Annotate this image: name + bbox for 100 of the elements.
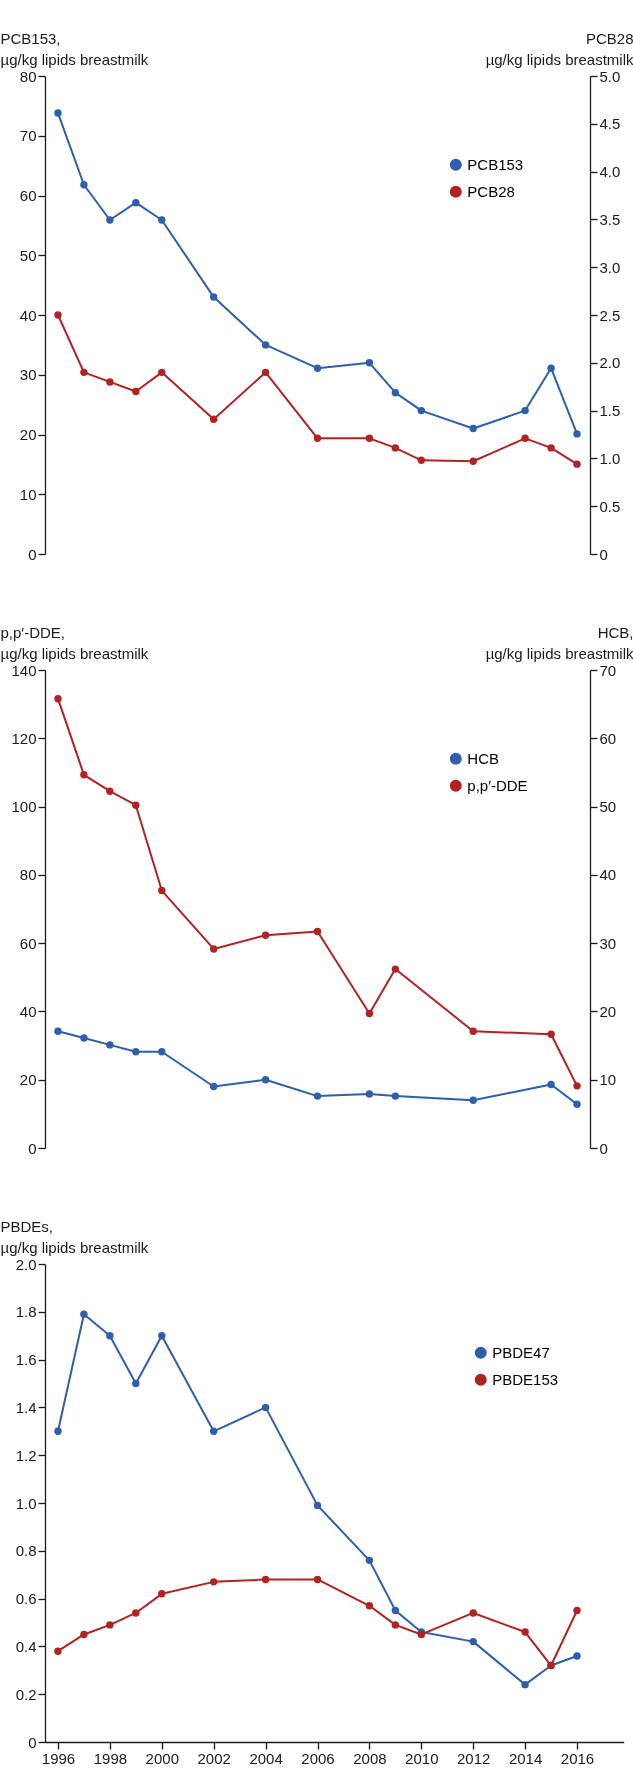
point xyxy=(391,965,400,973)
point xyxy=(209,945,218,953)
point xyxy=(158,216,166,224)
y-tick-label: 20 xyxy=(19,1071,37,1089)
point xyxy=(365,1556,374,1565)
point xyxy=(106,1621,114,1629)
point xyxy=(521,1680,529,1689)
x-tick-label: 2010 xyxy=(405,1749,439,1767)
y2-tick-label: 3.5 xyxy=(599,210,621,228)
y-tick-label: 0 xyxy=(28,1733,37,1751)
point xyxy=(209,1082,218,1091)
point xyxy=(365,1009,374,1018)
y-tick-label: 20 xyxy=(19,426,37,443)
y2-tick-label: 2.5 xyxy=(599,306,621,324)
y-tick-label: 0.6 xyxy=(15,1590,37,1608)
point xyxy=(106,787,114,795)
point xyxy=(391,1621,400,1629)
y2-tick-label: 0 xyxy=(599,545,608,563)
y-tick-label: 70 xyxy=(19,127,37,145)
y2-tick-label: 50 xyxy=(599,798,617,816)
point xyxy=(261,368,270,377)
point xyxy=(158,1332,166,1340)
y-tick-label: 60 xyxy=(19,187,37,204)
point xyxy=(365,434,374,443)
point xyxy=(54,1427,62,1435)
point xyxy=(469,1096,477,1104)
y-tick-label: 1.2 xyxy=(15,1446,37,1464)
point xyxy=(469,457,477,465)
point xyxy=(158,1590,166,1598)
legend-label: HCB xyxy=(467,749,499,767)
point xyxy=(80,181,88,189)
point xyxy=(261,341,270,349)
point xyxy=(209,415,218,423)
point xyxy=(132,1609,140,1617)
y-tick-label: 0.8 xyxy=(15,1542,37,1560)
y-tick-label: 2.0 xyxy=(15,1255,37,1273)
point xyxy=(365,1090,374,1098)
legend-label: PCB28 xyxy=(467,182,515,200)
point xyxy=(106,378,114,386)
point xyxy=(573,1082,581,1090)
y2-tick-label: 4.0 xyxy=(599,163,621,181)
point xyxy=(547,364,555,372)
y-axis-title: PCB153, µg/kg lipids breastmilk xyxy=(0,29,149,68)
point xyxy=(80,1034,88,1042)
point xyxy=(261,1076,270,1084)
point xyxy=(106,216,114,224)
point xyxy=(158,368,166,377)
x-tick-label: 2014 xyxy=(508,1749,543,1767)
point xyxy=(521,406,529,415)
y2-tick-label: 30 xyxy=(599,934,617,952)
legend-label: PCB153 xyxy=(467,155,524,173)
x-tick-label: 1998 xyxy=(93,1749,128,1767)
y-tick-label: 100 xyxy=(11,798,37,816)
point xyxy=(132,1048,140,1056)
y2-tick-label: 1.0 xyxy=(599,449,621,467)
point xyxy=(209,293,218,301)
point xyxy=(547,1030,555,1038)
y2-tick-label: 0.5 xyxy=(599,497,621,515)
x-tick-label: 2008 xyxy=(353,1749,387,1767)
point xyxy=(158,886,166,895)
point xyxy=(54,311,62,319)
y-tick-label: 1.6 xyxy=(15,1351,37,1369)
point xyxy=(209,1578,218,1586)
point xyxy=(80,771,88,779)
point xyxy=(573,1606,581,1615)
point xyxy=(365,1602,374,1610)
point xyxy=(54,109,62,117)
y2-tick-label: 1.5 xyxy=(599,402,621,420)
y-tick-label: 60 xyxy=(19,934,37,952)
legend-label: p,p′-DDE xyxy=(467,776,528,794)
point xyxy=(132,1379,140,1388)
y-axis-title: p,p′-DDE, µg/kg lipids breastmilk xyxy=(0,623,149,662)
y-tick-label: 80 xyxy=(19,67,37,85)
y-tick-label: 80 xyxy=(19,866,37,884)
y-tick-label: 40 xyxy=(19,306,37,324)
legend-label: PBDE153 xyxy=(492,1370,559,1388)
y2-tick-label: 2.0 xyxy=(599,354,621,372)
point xyxy=(313,434,322,443)
y-tick-label: 1.4 xyxy=(15,1398,37,1416)
point xyxy=(521,1628,529,1636)
point xyxy=(469,424,477,433)
x-tick-label: 2016 xyxy=(560,1749,595,1767)
point xyxy=(106,1041,114,1049)
point xyxy=(313,364,322,372)
point xyxy=(261,931,270,939)
y2-tick-label: 0 xyxy=(599,1139,608,1157)
point xyxy=(313,1092,322,1100)
y-tick-label: 0.2 xyxy=(15,1685,37,1703)
y-tick-label: 0.4 xyxy=(15,1637,37,1655)
y2-tick-label: 5.0 xyxy=(599,67,621,85)
y2-tick-label: 70 xyxy=(599,661,617,679)
y-tick-label: 1.8 xyxy=(15,1303,37,1321)
y2-tick-label: 10 xyxy=(599,1071,617,1089)
point xyxy=(313,1501,322,1510)
point xyxy=(132,387,140,396)
point xyxy=(573,460,581,468)
point xyxy=(54,1027,62,1035)
y-tick-label: 140 xyxy=(11,661,37,679)
point xyxy=(469,1027,477,1035)
point xyxy=(80,368,88,377)
